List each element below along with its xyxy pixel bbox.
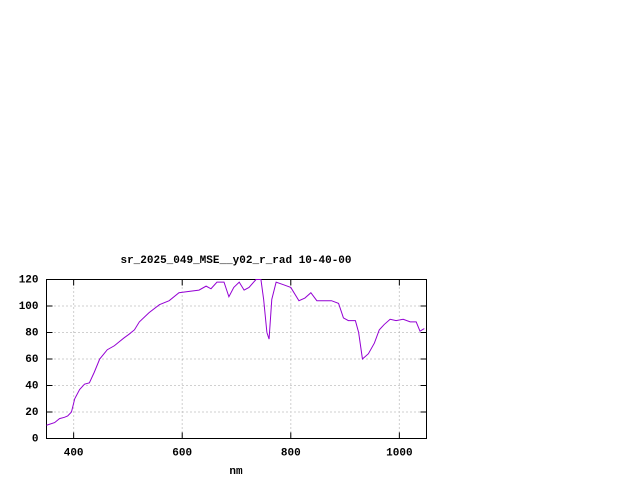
y-tick-label: 0	[32, 433, 39, 445]
chart-title: sr_2025_049_MSE__y02_r_rad 10-40-00	[120, 255, 351, 267]
y-tick-label: 120	[19, 274, 39, 286]
y-tick-label: 80	[25, 327, 38, 339]
x-tick-label: 600	[172, 447, 192, 459]
plot-frame	[46, 279, 427, 439]
x-axis-label: nm	[229, 466, 243, 478]
data-line	[46, 279, 425, 426]
x-tick-label: 1000	[386, 447, 412, 459]
y-tick-label: 40	[25, 380, 38, 392]
x-tick-label: 400	[64, 447, 84, 459]
y-tick-label: 100	[19, 301, 39, 313]
x-tick-label: 800	[281, 447, 301, 459]
y-tick-label: 60	[25, 354, 38, 366]
y-tick-label: 20	[25, 407, 38, 419]
